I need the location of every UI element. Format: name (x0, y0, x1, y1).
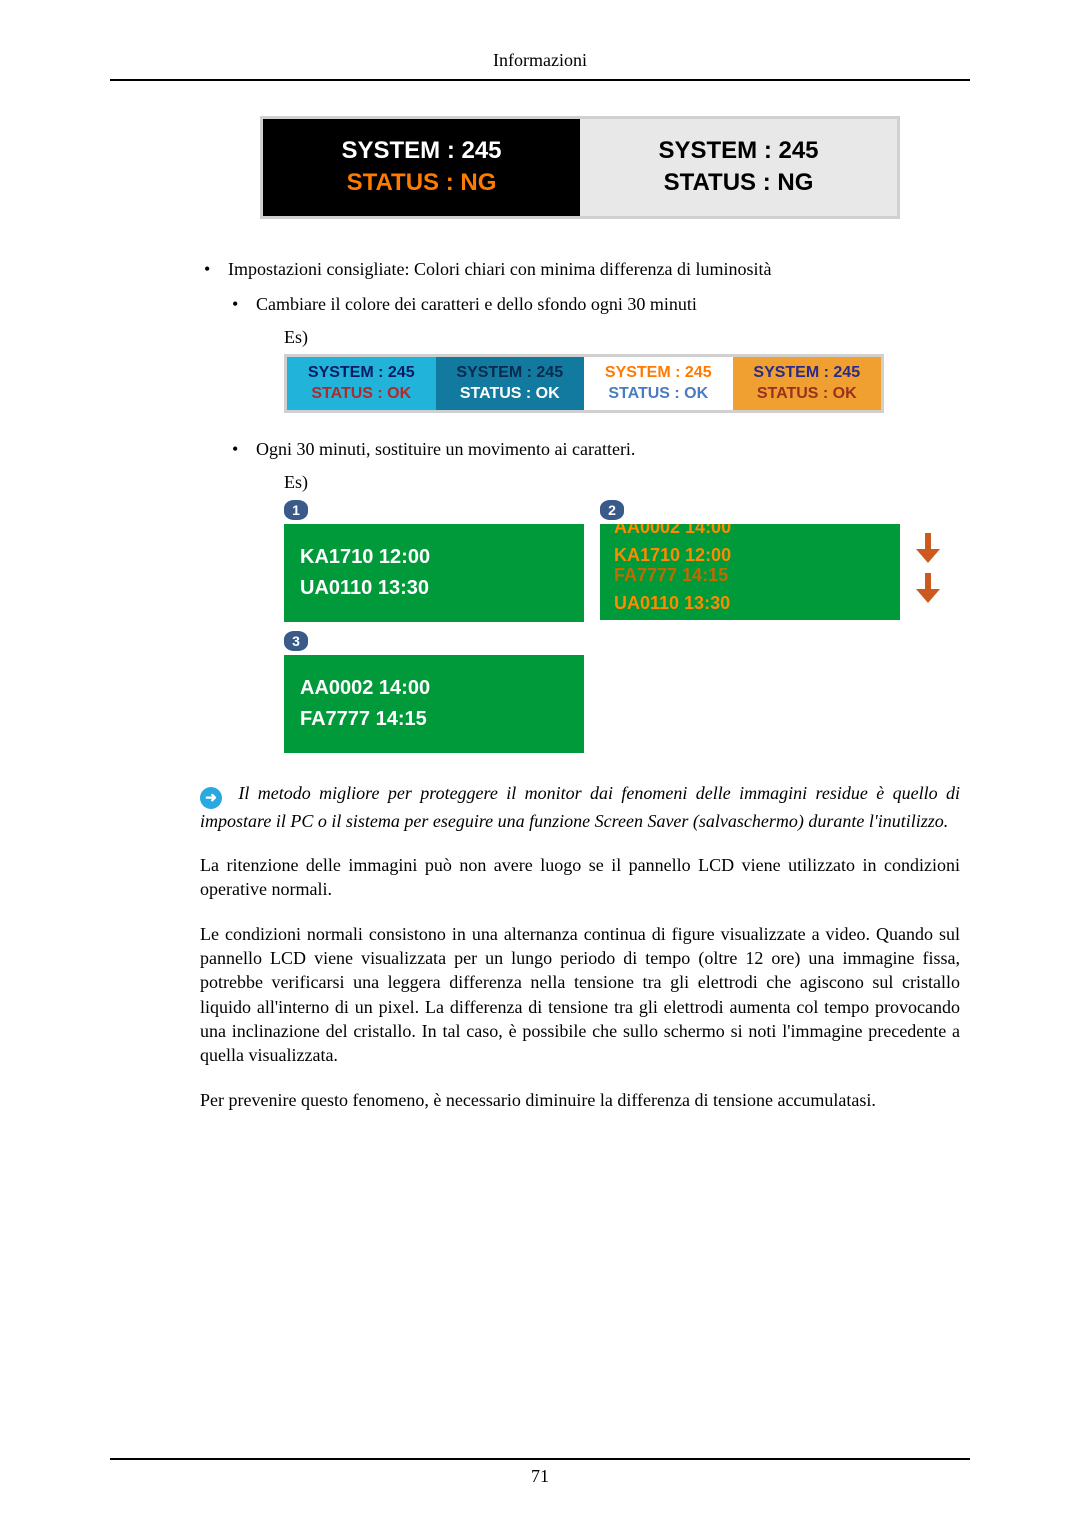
bullet-recommended-settings: Impostazioni consigliate: Colori chiari … (200, 259, 960, 754)
badge-3: 3 (284, 631, 308, 651)
bullet-recommended-settings-text: Impostazioni consigliate: Colori chiari … (228, 259, 772, 279)
es-label-2: Es) (284, 472, 960, 493)
scroll-panel-3-wrap: 3 AA0002 14:00 FA7777 14:15 (284, 630, 584, 753)
banner-light-system: SYSTEM : 245 (580, 135, 897, 167)
page-number: 71 (531, 1466, 549, 1486)
bullet-change-color-text: Cambiare il colore dei caratteri e dello… (256, 294, 697, 314)
scroll-panel-3-line-2: FA7777 14:15 (300, 704, 568, 735)
scroll-panel-3-line-1: AA0002 14:00 (300, 673, 568, 704)
banner-light: SYSTEM : 245 STATUS : NG (580, 119, 897, 216)
paragraph-3: Per prevenire questo fenomeno, è necessa… (200, 1088, 960, 1112)
scroll-panel-2-line-midb: FA7777 14:15 (614, 564, 728, 587)
scroll-example: 1 KA1710 12:00 UA0110 13:30 2 AA0002 14:… (284, 499, 960, 753)
bullet-change-color: Cambiare il colore dei caratteri e dello… (228, 294, 960, 414)
scroll-panel-2-line-bot: UA0110 13:30 (614, 592, 730, 615)
arrow-down-icon (916, 533, 940, 563)
ok-cell-2: SYSTEM : 245 STATUS : OK (436, 357, 585, 411)
bullet-every-30-text: Ogni 30 minuti, sostituire un movimento … (256, 439, 635, 459)
page-content: SYSTEM : 245 STATUS : NG SYSTEM : 245 ST… (110, 116, 970, 1112)
scroll-panel-3: AA0002 14:00 FA7777 14:15 (284, 655, 584, 753)
scroll-panel-2-wrap: 2 AA0002 14:00 KA1710 12:00 FA7777 14:15… (600, 499, 900, 620)
banner-light-status: STATUS : NG (580, 167, 897, 199)
note-block: ➜ Il metodo migliore per proteggere il m… (200, 781, 960, 833)
ok-cell-3: SYSTEM : 245 STATUS : OK (584, 357, 733, 411)
ok3-system: SYSTEM : 245 (584, 363, 733, 384)
arrow-down-icon (916, 573, 940, 603)
bullet-every-30: Ogni 30 minuti, sostituire un movimento … (228, 439, 960, 753)
page-footer: 71 (110, 1458, 970, 1487)
scroll-panel-2: AA0002 14:00 KA1710 12:00 FA7777 14:15 U… (600, 524, 900, 620)
badge-1: 1 (284, 500, 308, 520)
scroll-panel-1-line-2: UA0110 13:30 (300, 573, 568, 604)
page-header: Informazioni (110, 50, 970, 81)
scroll-panel-1-line-1: KA1710 12:00 (300, 542, 568, 573)
banner-dark-status: STATUS : NG (263, 167, 580, 199)
info-icon: ➜ (200, 787, 222, 809)
ok2-status: STATUS : OK (436, 384, 585, 405)
ok-cell-4: SYSTEM : 245 STATUS : OK (733, 357, 882, 411)
ok-cell-1: SYSTEM : 245 STATUS : OK (287, 357, 436, 411)
ok4-status: STATUS : OK (733, 384, 882, 405)
ok1-system: SYSTEM : 245 (287, 363, 436, 384)
scroll-panel-1-wrap: 1 KA1710 12:00 UA0110 13:30 (284, 499, 584, 622)
status-ok-strip: SYSTEM : 245 STATUS : OK SYSTEM : 245 ST… (284, 354, 884, 414)
scroll-arrows (916, 533, 940, 603)
ok1-status: STATUS : OK (287, 384, 436, 405)
paragraph-1: La ritenzione delle immagini può non ave… (200, 853, 960, 902)
ok3-status: STATUS : OK (584, 384, 733, 405)
scroll-panel-1: KA1710 12:00 UA0110 13:30 (284, 524, 584, 622)
banner-dark-system: SYSTEM : 245 (263, 135, 580, 167)
ok4-system: SYSTEM : 245 (733, 363, 882, 384)
badge-2: 2 (600, 500, 624, 520)
scroll-panel-2-line-top: AA0002 14:00 (614, 524, 731, 539)
banner-dark: SYSTEM : 245 STATUS : NG (263, 119, 580, 216)
note-italic-text: Il metodo migliore per proteggere il mon… (200, 783, 960, 830)
es-label-1: Es) (284, 327, 960, 348)
ok2-system: SYSTEM : 245 (436, 363, 585, 384)
system-status-banner: SYSTEM : 245 STATUS : NG SYSTEM : 245 ST… (260, 116, 900, 219)
paragraph-2: Le condizioni normali consistono in una … (200, 922, 960, 1068)
